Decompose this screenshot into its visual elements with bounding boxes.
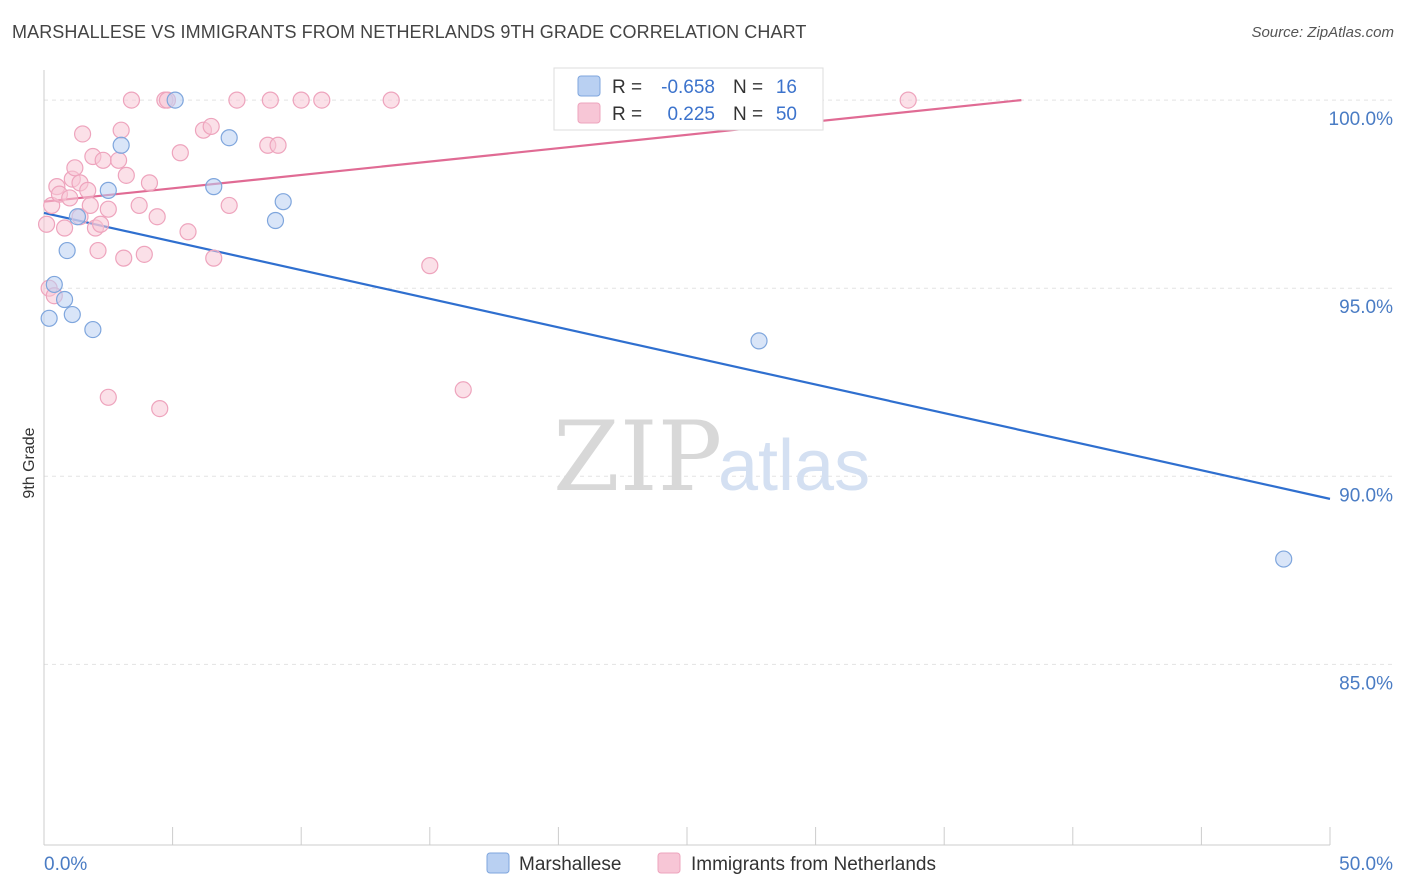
stat-legend-n-value: 50 [776,104,797,125]
y-tick-label: 100.0% [1329,109,1394,130]
stat-legend-row-marshallese: R = -0.658 N = 16 [577,75,797,98]
netherlands-point [81,196,99,215]
y-tick-label: 95.0% [1339,297,1393,318]
stat-legend-swatch-marshallese [577,75,601,97]
netherlands-point [269,136,287,154]
stat-legend: R = -0.658 N = 16 R = 0.225 N = 50 [553,67,824,131]
netherlands-point [115,249,133,267]
marshallese-point [1275,550,1293,568]
marshallese-point [58,241,76,260]
netherlands-point [89,241,107,260]
netherlands-point [79,181,97,199]
netherlands-point [117,166,135,184]
stat-legend-n-label: N = [733,77,763,98]
legend-swatch-netherlands [657,852,681,874]
netherlands-point [37,215,56,233]
netherlands-point [313,91,331,109]
stat-legend-row-netherlands: R = 0.225 N = 50 [577,102,797,125]
points-layer [37,91,1293,568]
stat-legend-swatch-netherlands [577,102,601,124]
y-tick-label: 90.0% [1339,485,1393,506]
marshallese-trend-line [43,211,1331,500]
netherlands-point [66,159,84,177]
marshallese-point [40,309,58,327]
marshallese-point [84,320,102,339]
watermark-zip: ZIP [553,401,722,513]
legend-swatch-marshallese [486,852,510,874]
netherlands-point [261,91,279,109]
netherlands-point [55,219,74,237]
netherlands-point [135,245,153,263]
netherlands-point [205,249,223,267]
stat-legend-r-value: 0.225 [667,104,715,125]
axis-layer: 85.0% 90.0% 95.0% 100.0% 0.0% 50.0% [43,70,1394,875]
netherlands-point [202,117,220,136]
netherlands-point [171,144,189,162]
netherlands-point [899,91,917,109]
netherlands-point [73,125,92,143]
netherlands-point [99,388,117,406]
y-tick-label: 85.0% [1339,673,1393,694]
stat-legend-n-value: 16 [776,77,797,98]
marshallese-point [166,91,184,109]
netherlands-point [292,91,310,109]
legend-label-marshallese: Marshallese [519,854,621,875]
marshallese-point [266,211,285,230]
stat-legend-r-label: R = [612,77,642,98]
netherlands-point [140,174,159,192]
netherlands-point [122,91,141,109]
y-axis-label: 9th Grade [21,427,38,498]
stat-legend-n-label: N = [733,104,763,125]
series-legend: Marshallese Immigrants from Netherlands [486,852,936,875]
netherlands-point [112,121,130,139]
netherlands-point [228,91,246,109]
x-tick-label: 50.0% [1339,854,1393,875]
marshallese-point [55,290,74,309]
marshallese-point [99,181,117,199]
marshallese-point [205,178,223,196]
netherlands-point [94,151,112,169]
netherlands-point [130,196,148,215]
marshallese-point [45,275,63,294]
netherlands-point [99,200,117,218]
marshallese-point [274,193,292,211]
marshallese-point [220,129,238,147]
netherlands-point [91,215,110,233]
netherlands-point [382,91,400,109]
chart-title: MARSHALLESE VS IMMIGRANTS FROM NETHERLAN… [12,22,807,42]
netherlands-point [109,151,128,169]
netherlands-point [421,257,439,275]
marshallese-point [750,332,768,350]
watermark: ZIP atlas [553,401,870,513]
legend-label-netherlands: Immigrants from Netherlands [691,854,936,875]
stat-legend-r-label: R = [612,104,642,125]
netherlands-point [454,381,472,399]
marshallese-point [112,136,130,154]
marshallese-point [63,305,81,324]
grid-layer [44,99,1392,665]
netherlands-point [220,196,238,215]
x-tick-label: 0.0% [44,854,87,875]
netherlands-trend-line [43,99,1022,203]
chart-source: Source: ZipAtlas.com [1251,24,1394,41]
netherlands-point [179,223,197,241]
watermark-atlas: atlas [718,426,870,506]
marshallese-point [68,208,87,226]
netherlands-point [148,208,166,226]
netherlands-point [61,189,79,207]
stat-legend-r-value: -0.658 [661,77,715,98]
netherlands-point [151,399,169,418]
